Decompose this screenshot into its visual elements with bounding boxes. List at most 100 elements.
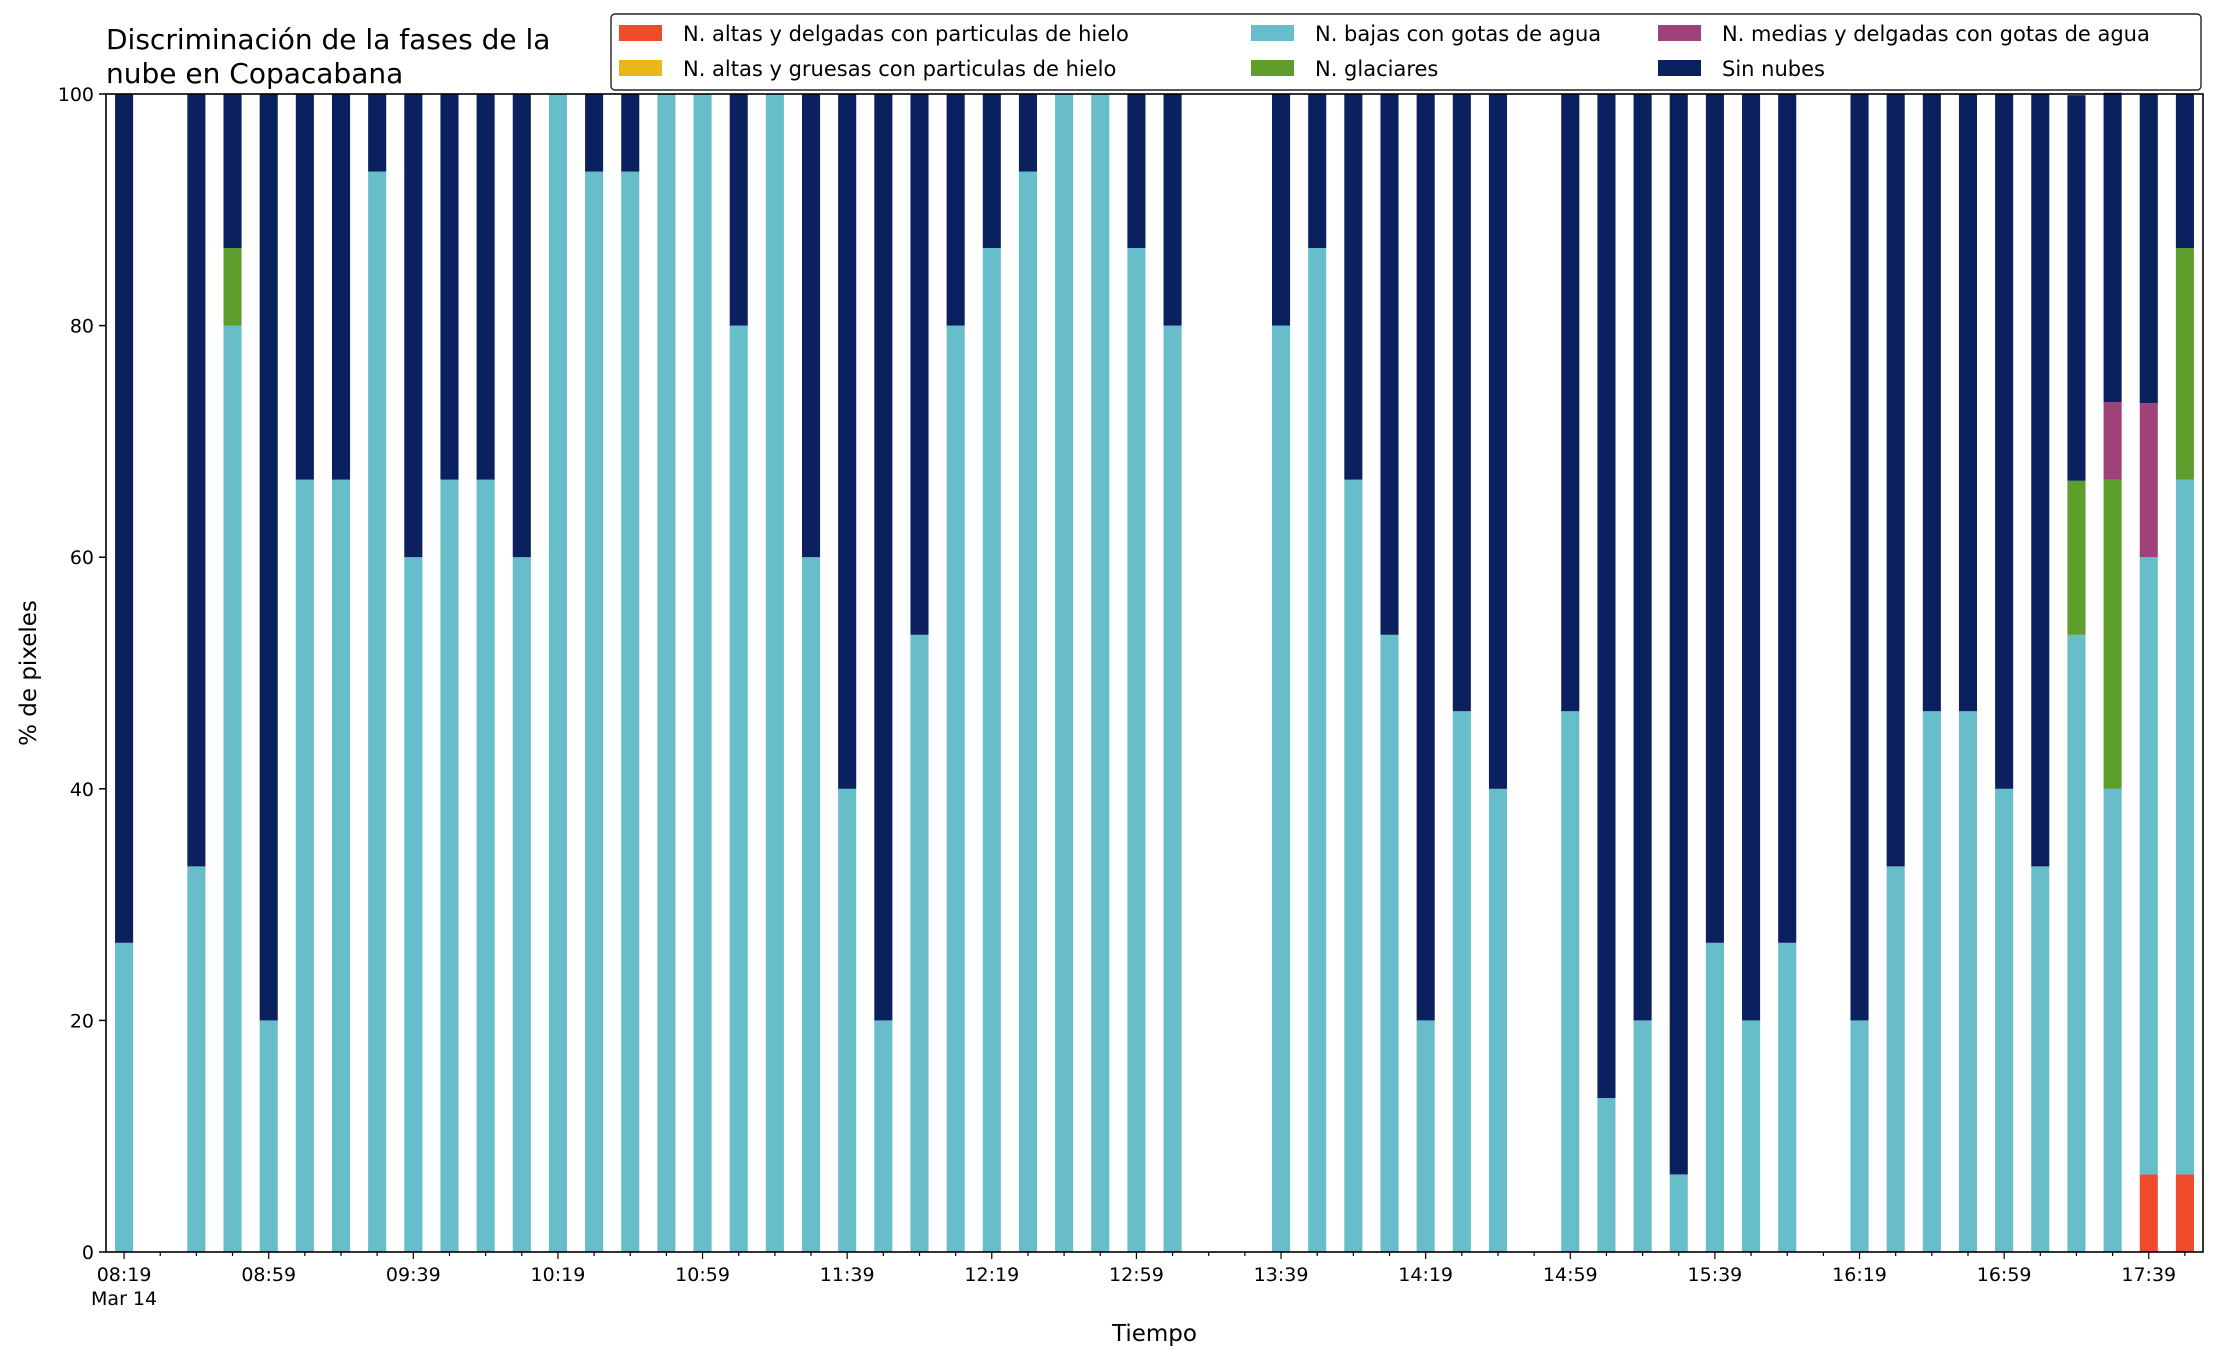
- bar-segment-baja_agua: [187, 866, 206, 1252]
- bar-segment-baja_agua: [657, 94, 676, 1252]
- bar-segment-baja_agua: [910, 634, 929, 1252]
- x-tick-label: 10:19: [531, 1264, 586, 1286]
- bar-segment-sin_nubes: [874, 94, 893, 1021]
- bar-segment-sin_nubes: [982, 94, 1001, 249]
- bar-segment-sin_nubes: [1488, 94, 1508, 789]
- bar-segment-sin_nubes: [1561, 94, 1580, 712]
- bar-segment-baja_agua: [1488, 788, 1508, 1252]
- bar-segment-baja_agua: [874, 1020, 893, 1252]
- bar-segment-sin_nubes: [368, 94, 387, 172]
- bar-segment-baja_agua: [1633, 1020, 1652, 1252]
- bar-segment-sin_nubes: [1127, 94, 1146, 249]
- bar-segment-sin_nubes: [1669, 94, 1688, 1175]
- bar-segment-sin_nubes: [187, 94, 206, 867]
- bar-segment-baja_agua: [1018, 171, 1037, 1253]
- bar-segment-sin_nubes: [1742, 94, 1761, 1021]
- bar-segment-baja_agua: [1597, 1097, 1616, 1252]
- bar-segment-sin_nubes: [259, 94, 278, 1021]
- bar-segment-baja_agua: [1850, 1020, 1869, 1252]
- chart-title-line-2: nube en Copacabana: [106, 57, 403, 90]
- bar-segment-baja_agua: [693, 94, 712, 1252]
- bar-segment-baja_agua: [368, 171, 387, 1253]
- y-tick-label: 0: [82, 1242, 94, 1264]
- x-date-label: Mar 14: [91, 1288, 157, 1310]
- bar-segment-sin_nubes: [1958, 94, 1978, 712]
- bar-segment-baja_agua: [2067, 634, 2086, 1252]
- legend-frame: [610, 13, 2202, 91]
- bar-segment-sin_nubes: [621, 94, 640, 172]
- bar-segment-glaciares: [223, 248, 242, 326]
- legend-label-alta_delgada_hielo: N. altas y delgadas con particulas de hi…: [683, 22, 1129, 46]
- x-tick-label: 12:19: [964, 1264, 1019, 1286]
- bar-segment-baja_agua: [1091, 94, 1110, 1252]
- legend-label-alta_gruesa_hielo: N. altas y gruesas con particulas de hie…: [683, 57, 1116, 81]
- x-axis-label: Tiempo: [1111, 1321, 1197, 1347]
- x-tick-label: 16:59: [1977, 1264, 2032, 1286]
- bar-segment-baja_agua: [1778, 942, 1797, 1252]
- legend-label-media_delgada_agua: N. medias y delgadas con gotas de agua: [1722, 22, 2150, 46]
- bar-segment-baja_agua: [223, 325, 242, 1253]
- bar-segment-baja_agua: [440, 479, 459, 1252]
- legend-swatch-alta_delgada_hielo: [619, 25, 662, 41]
- bar-segment-sin_nubes: [404, 94, 423, 558]
- bar-segment-baja_agua: [115, 942, 134, 1252]
- bar-segment-sin_nubes: [2031, 94, 2050, 867]
- legend: N. altas y delgadas con particulas de hi…: [610, 13, 2202, 91]
- bar-segment-sin_nubes: [331, 94, 351, 480]
- x-tick-label: 14:19: [1398, 1264, 1453, 1286]
- x-axis: 08:19 08:59 09:39 10:19 10:59 11:39 12:19 12:59…: [91, 1252, 2186, 1310]
- bar-segment-alta_delgada_hielo: [2139, 1174, 2158, 1252]
- bar-segment-sin_nubes: [801, 94, 821, 558]
- y-axis-label: % de pixeles: [16, 600, 42, 746]
- bar-segment-baja_agua: [1742, 1020, 1761, 1252]
- bar-segment-baja_agua: [1416, 1020, 1435, 1252]
- x-tick-label: 15:39: [1688, 1264, 1743, 1286]
- bar-segment-baja_agua: [259, 1020, 278, 1252]
- bar-segment-baja_agua: [729, 325, 748, 1253]
- bar-segment-glaciares: [2175, 248, 2194, 480]
- plot-frame: [105, 93, 2204, 1253]
- x-tick-label: 13:39: [1254, 1264, 1309, 1286]
- bar-segment-baja_agua: [1055, 94, 1074, 1252]
- bar-segment-baja_agua: [1163, 325, 1182, 1253]
- bar-segment-baja_agua: [295, 479, 314, 1252]
- bar-segment-sin_nubes: [1272, 94, 1291, 326]
- legend-swatch-alta_gruesa_hielo: [619, 60, 662, 76]
- bar-segment-sin_nubes: [1886, 94, 1905, 867]
- bar-segment-sin_nubes: [1452, 94, 1471, 712]
- bars-layer: [115, 92, 2194, 1253]
- bar-segment-baja_agua: [1380, 634, 1399, 1252]
- bar-segment-sin_nubes: [295, 94, 314, 480]
- bar-segment-sin_nubes: [2139, 94, 2158, 404]
- bar-segment-sin_nubes: [1705, 94, 1724, 943]
- legend-label-glaciares: N. glaciares: [1315, 57, 1438, 81]
- x-tick-label: 11:39: [820, 1264, 875, 1286]
- bar-segment-baja_agua: [1561, 711, 1580, 1252]
- bar-segment-sin_nubes: [115, 94, 134, 943]
- bar-segment-sin_nubes: [476, 94, 495, 480]
- bar-segment-baja_agua: [1127, 248, 1146, 1252]
- bar-segment-baja_agua: [801, 557, 821, 1252]
- y-tick-label: 40: [70, 779, 94, 801]
- x-tick-label: 08:59: [241, 1264, 296, 1286]
- bar-segment-alta_delgada_hielo: [2175, 1174, 2194, 1252]
- x-tick-label: 14:59: [1543, 1264, 1598, 1286]
- bar-segment-baja_agua: [331, 479, 351, 1252]
- bar-segment-baja_agua: [1922, 711, 1941, 1252]
- bar-segment-baja_agua: [2031, 866, 2050, 1252]
- bar-segment-baja_agua: [1344, 479, 1363, 1252]
- y-tick-label: 60: [70, 547, 94, 569]
- bar-segment-baja_agua: [1452, 711, 1471, 1252]
- bar-segment-sin_nubes: [1778, 94, 1797, 943]
- bar-segment-baja_agua: [1886, 866, 1905, 1252]
- bar-segment-baja_agua: [512, 557, 531, 1252]
- bar-segment-sin_nubes: [946, 94, 965, 326]
- bar-segment-sin_nubes: [1633, 94, 1652, 1021]
- y-axis: 0 20 40 60 80 100: [58, 84, 106, 1264]
- legend-swatch-sin_nubes: [1658, 60, 1701, 76]
- bar-segment-baja_agua: [2103, 788, 2122, 1252]
- bar-segment-sin_nubes: [440, 94, 459, 480]
- bar-segment-sin_nubes: [1995, 94, 2014, 789]
- bar-segment-sin_nubes: [1380, 94, 1399, 635]
- bar-segment-sin_nubes: [2103, 92, 2122, 403]
